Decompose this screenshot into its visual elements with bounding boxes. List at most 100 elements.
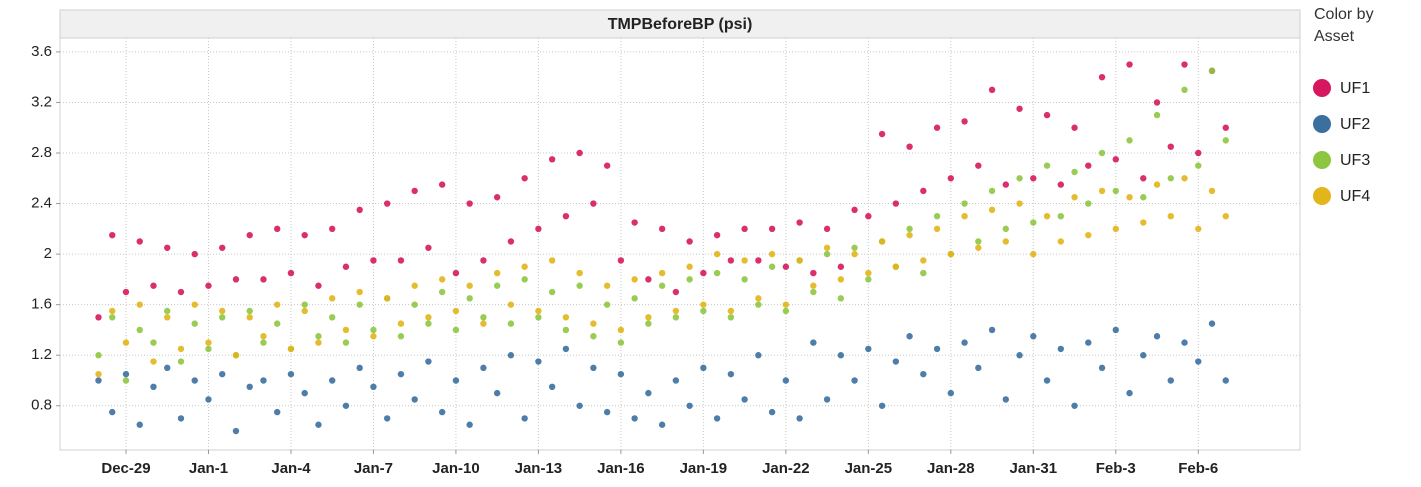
point — [590, 364, 597, 372]
point — [1057, 181, 1064, 188]
y-tick-label: 1.6 — [31, 296, 52, 313]
point — [301, 307, 308, 315]
point — [975, 162, 982, 169]
point — [590, 320, 597, 327]
point — [782, 263, 790, 270]
point — [466, 200, 473, 207]
point — [686, 238, 693, 245]
x-tick-label: Jan-1 — [189, 460, 228, 477]
point — [95, 352, 102, 359]
point — [768, 250, 776, 258]
point — [466, 421, 473, 428]
point — [727, 370, 735, 378]
point — [1167, 175, 1174, 182]
point — [906, 225, 913, 233]
point — [961, 339, 968, 346]
y-tick-label: 2 — [44, 245, 52, 262]
point — [342, 339, 350, 346]
point — [686, 263, 693, 270]
point — [1153, 181, 1161, 188]
chart-title: TMPBeforeBP (psi) — [608, 16, 753, 33]
point — [136, 326, 143, 334]
point — [1195, 358, 1202, 365]
point — [713, 250, 721, 258]
point — [425, 358, 432, 365]
point — [480, 257, 487, 264]
y-tick-label: 0.8 — [31, 397, 52, 414]
point — [823, 250, 831, 258]
point — [287, 345, 295, 353]
x-tick-label: Jan-13 — [515, 460, 563, 477]
point — [920, 257, 927, 264]
point — [1016, 200, 1023, 207]
point — [1153, 111, 1161, 119]
y-tick-label: 1.2 — [31, 346, 52, 363]
point — [452, 326, 460, 334]
point — [947, 250, 955, 258]
point — [535, 314, 542, 321]
point — [370, 257, 377, 264]
point — [191, 320, 198, 327]
x-tick-label: Jan-25 — [845, 460, 893, 477]
point — [603, 162, 611, 169]
y-tick-label: 3.6 — [31, 43, 52, 60]
point — [397, 320, 405, 327]
point — [342, 326, 350, 334]
legend-title: Color by Asset — [1314, 6, 1374, 45]
point — [713, 415, 721, 422]
point — [562, 326, 570, 334]
y-tick-label: 3.2 — [31, 93, 52, 110]
point — [741, 225, 748, 233]
point — [246, 383, 253, 391]
legend-label: UF3 — [1340, 152, 1370, 169]
point — [356, 206, 363, 214]
point — [865, 345, 872, 353]
point — [425, 314, 432, 321]
point — [1126, 389, 1133, 397]
point — [383, 295, 391, 302]
point — [548, 288, 556, 296]
point — [274, 408, 281, 416]
point — [741, 276, 748, 283]
point — [741, 257, 748, 264]
point — [892, 358, 900, 365]
point — [274, 320, 281, 327]
point — [260, 339, 267, 346]
point — [260, 377, 267, 384]
point — [328, 295, 336, 302]
x-tick-label: Jan-19 — [680, 460, 728, 477]
point — [301, 301, 308, 308]
point — [1222, 124, 1229, 131]
point — [603, 282, 611, 289]
header-strip — [59, 9, 1301, 39]
point — [191, 377, 198, 384]
point — [315, 339, 322, 346]
point — [191, 250, 198, 258]
point — [1167, 143, 1174, 150]
point — [617, 370, 625, 378]
x-tick-label: Jan-22 — [762, 460, 810, 477]
point — [260, 333, 267, 340]
point — [713, 269, 721, 277]
point — [878, 130, 886, 138]
point — [686, 276, 693, 283]
point — [1002, 181, 1010, 188]
point — [713, 231, 721, 239]
point — [507, 320, 515, 327]
point — [851, 244, 858, 251]
point — [219, 307, 226, 315]
point — [95, 377, 102, 384]
point — [865, 212, 872, 220]
point — [383, 415, 391, 422]
point — [301, 389, 308, 397]
point — [1181, 86, 1188, 94]
point — [603, 408, 611, 416]
point — [452, 307, 460, 315]
point — [782, 307, 790, 315]
point — [865, 276, 872, 283]
point — [590, 333, 597, 340]
point — [356, 301, 363, 308]
point — [122, 288, 130, 296]
point — [576, 402, 583, 409]
point — [768, 408, 776, 416]
